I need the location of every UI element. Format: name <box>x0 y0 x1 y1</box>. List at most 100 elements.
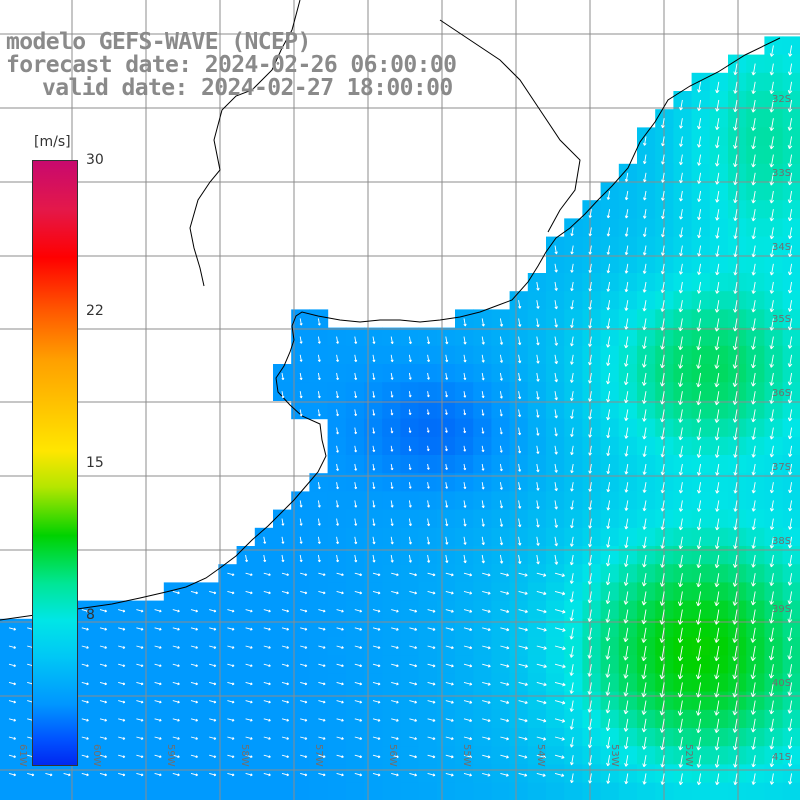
wind-arrow <box>500 772 509 777</box>
wind-arrow <box>536 354 540 364</box>
wind-arrow <box>390 500 394 508</box>
wind-arrow <box>536 445 540 454</box>
wind-arrow <box>787 99 793 113</box>
wind-arrow <box>245 754 253 759</box>
wind-cell <box>600 418 620 438</box>
wind-arrow <box>336 554 340 563</box>
wind-arrow <box>354 772 363 777</box>
wind-arrow <box>624 445 629 457</box>
wind-arrow <box>588 518 592 529</box>
wind-arrow <box>787 736 793 750</box>
wind-cell <box>746 764 765 784</box>
wind-arrow <box>209 700 217 704</box>
wind-arrow <box>624 227 629 237</box>
wind-arrow <box>318 609 326 613</box>
wind-arrow <box>606 209 611 219</box>
wind-cell <box>691 491 711 511</box>
wind-cell <box>273 782 292 800</box>
wind-arrow <box>463 500 467 508</box>
wind-cell <box>728 364 747 383</box>
wind-cell <box>655 400 674 420</box>
wind-cell <box>673 637 693 656</box>
wind-arrow <box>751 281 756 294</box>
wind-arrow <box>588 536 592 548</box>
wind-arrow <box>714 700 720 716</box>
wind-arrow <box>660 773 665 785</box>
wind-cell <box>637 418 656 438</box>
wind-arrow <box>445 590 454 595</box>
wind-arrow <box>787 81 793 94</box>
wind-arrow <box>787 209 793 222</box>
wind-cell <box>691 582 711 602</box>
wind-arrow <box>587 682 593 695</box>
wind-cell <box>746 455 765 474</box>
wind-cell <box>582 364 602 383</box>
wind-cell <box>364 782 383 800</box>
wind-arrow <box>81 754 89 759</box>
wind-arrow <box>354 590 363 595</box>
wind-arrow <box>787 409 793 422</box>
wind-cell <box>673 382 693 401</box>
wind-arrow <box>500 627 510 632</box>
wind-arrow <box>732 573 738 587</box>
wind-cell <box>582 455 602 474</box>
wind-arrow <box>696 300 702 313</box>
wind-arrow <box>409 609 418 613</box>
wind-cell <box>600 728 620 747</box>
wind-cell <box>564 709 583 729</box>
wind-arrow <box>409 718 418 722</box>
wind-arrow <box>733 81 738 94</box>
wind-cell <box>691 218 711 238</box>
wind-arrow <box>354 391 358 399</box>
wind-cell <box>709 600 729 620</box>
wind-cell <box>764 582 784 602</box>
wind-arrow <box>642 281 647 293</box>
wind-arrow <box>227 718 235 722</box>
wind-cell <box>600 491 620 511</box>
wind-arrow <box>750 627 756 643</box>
wind-arrow <box>715 263 720 276</box>
wind-arrow <box>733 482 738 494</box>
wind-arrow <box>154 754 162 759</box>
wind-cell <box>582 327 602 347</box>
wind-cell <box>600 218 620 238</box>
wind-arrow <box>300 590 308 595</box>
wind-cell <box>691 72 711 92</box>
wind-arrows <box>8 45 793 786</box>
wind-cell <box>655 327 674 347</box>
wind-cell <box>637 182 656 201</box>
lat-label: 37S <box>772 462 791 473</box>
wind-arrow <box>482 645 491 650</box>
wind-cell <box>582 691 602 711</box>
wind-cell <box>618 291 638 310</box>
wind-cell <box>18 782 37 800</box>
wind-cell <box>582 436 602 456</box>
wind-arrow <box>281 391 285 399</box>
wind-arrow <box>281 772 290 777</box>
wind-arrow <box>554 500 558 510</box>
wind-cell <box>709 309 729 329</box>
wind-arrow <box>660 263 665 275</box>
wind-arrow <box>372 500 376 508</box>
wind-arrow <box>482 700 491 704</box>
wind-arrow <box>788 482 793 494</box>
wind-arrow <box>390 482 394 489</box>
wind-cell <box>655 546 674 565</box>
wind-arrow <box>587 609 593 622</box>
wind-arrow <box>769 63 775 76</box>
wind-arrow <box>227 663 235 668</box>
wind-arrow <box>660 300 665 312</box>
wind-cell <box>655 455 674 474</box>
wind-arrow <box>390 391 394 398</box>
wind-arrow <box>769 463 775 476</box>
wind-cell <box>709 655 729 674</box>
wind-arrow <box>518 518 522 528</box>
wind-cell <box>564 400 583 420</box>
wind-cell <box>655 345 674 365</box>
wind-arrow <box>642 300 647 312</box>
wind-cell <box>764 527 784 547</box>
wind-cell <box>728 182 747 201</box>
wind-cell <box>691 564 711 583</box>
wind-arrow <box>463 518 467 527</box>
wind-arrow <box>499 354 504 363</box>
